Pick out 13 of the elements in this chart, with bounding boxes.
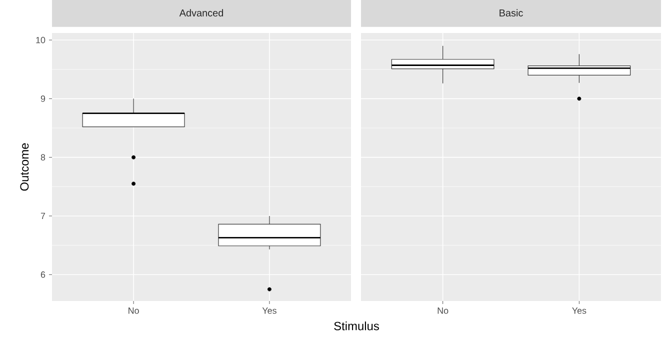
x-tick-label: Yes bbox=[572, 308, 586, 314]
y-tick-label: 6 bbox=[40, 271, 46, 278]
x-tick-label: No bbox=[128, 308, 139, 314]
y-tick-label: 10 bbox=[36, 36, 46, 44]
y-tick-label: 9 bbox=[40, 95, 46, 102]
x-tick-label: Yes bbox=[262, 308, 276, 314]
y-tick-label: 7 bbox=[40, 212, 46, 220]
chart-title: Advanced bbox=[179, 9, 224, 16]
y-tick-label: 8 bbox=[40, 154, 46, 160]
x-tick-label: No bbox=[438, 308, 448, 314]
x-axis-title: Stimulus bbox=[334, 322, 379, 330]
chart-title: Basic bbox=[500, 9, 523, 16]
y-axis-title: Outcome bbox=[20, 143, 29, 191]
